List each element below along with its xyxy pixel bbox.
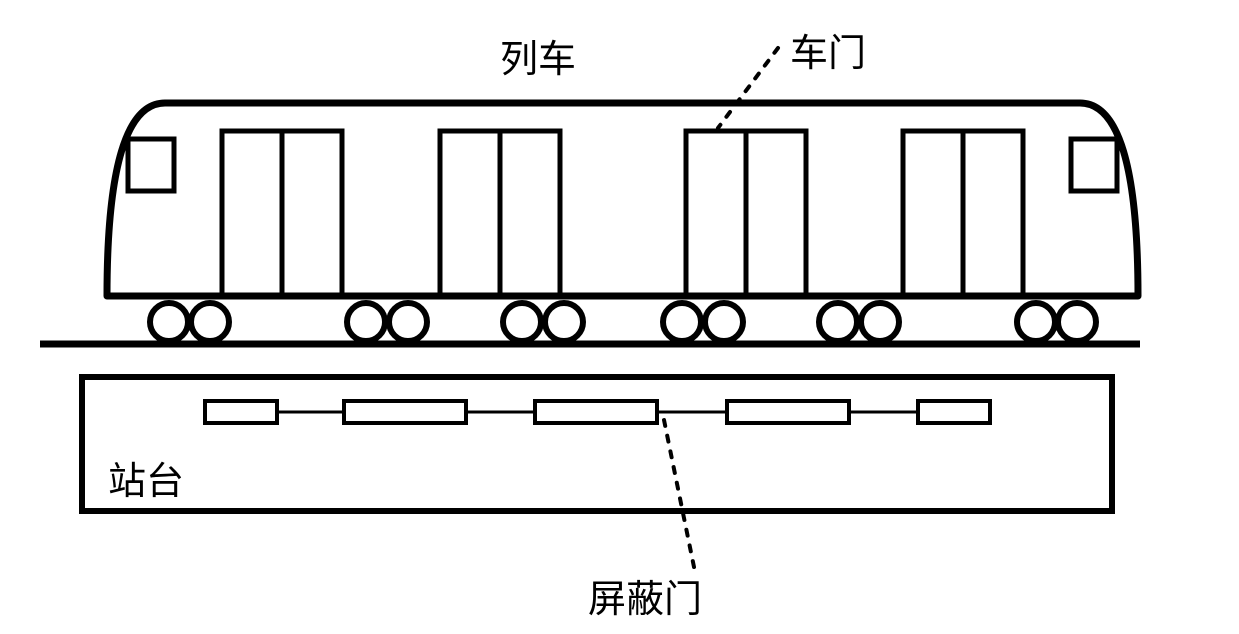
label-door: 车门 bbox=[790, 22, 866, 77]
label-screen-door: 屏蔽门 bbox=[588, 568, 702, 623]
diagram-svg bbox=[0, 0, 1239, 634]
label-train: 列车 bbox=[500, 28, 576, 83]
label-platform: 站台 bbox=[108, 450, 184, 505]
